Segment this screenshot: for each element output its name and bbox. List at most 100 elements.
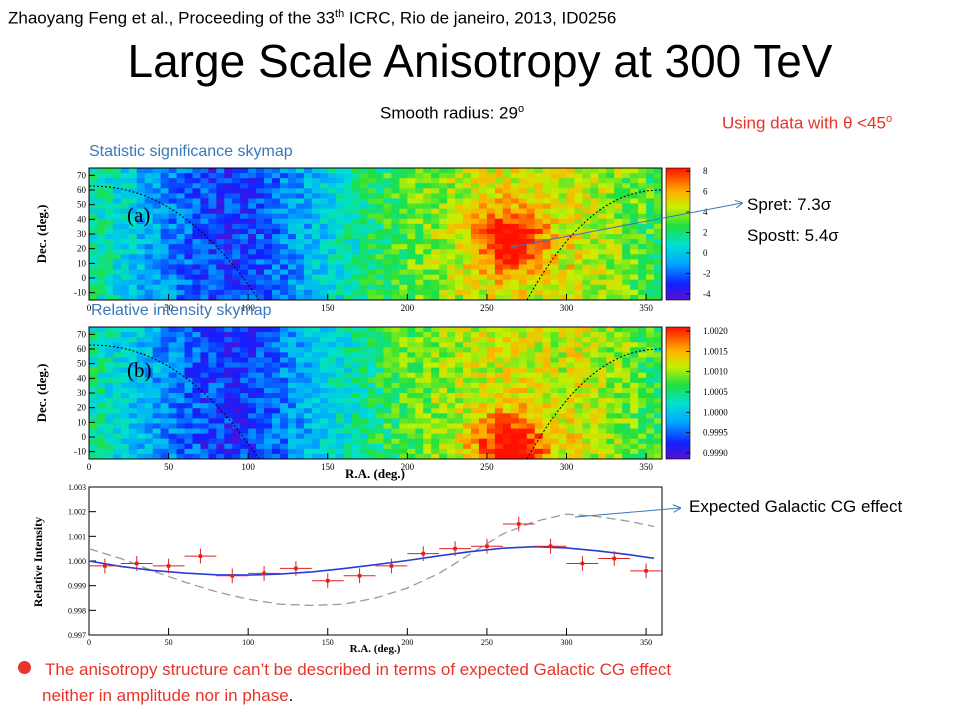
colorbar-tick-label: 1.0005 (703, 387, 728, 397)
heatmap-cell (327, 223, 337, 230)
heatmap-cell (518, 269, 528, 276)
heatmap-cell (136, 178, 146, 184)
heatmap-cell (272, 249, 281, 255)
heatmap-cell (136, 208, 146, 215)
heatmap-cell (240, 269, 249, 276)
heatmap-cell (216, 259, 225, 265)
heatmap-cell (510, 342, 520, 348)
heatmap-cell (343, 198, 353, 204)
heatmap-cell (248, 443, 257, 450)
heatmap-cell (144, 433, 154, 440)
heatmap-cell (343, 228, 353, 235)
heatmap-cell (272, 342, 281, 348)
heatmap-cell (327, 413, 337, 419)
heatmap-cell (630, 433, 639, 440)
heatmap-cell (614, 362, 623, 369)
heatmap-cell (598, 438, 607, 445)
heatmap-cell (216, 249, 225, 255)
heatmap-cell (471, 168, 480, 174)
heatmap-cell (208, 203, 217, 210)
heatmap-cell (471, 198, 480, 204)
heatmap-cell (287, 203, 297, 210)
heatmap-cell (630, 327, 639, 333)
heatmap-cell (654, 259, 663, 265)
heatmap-cell (447, 347, 456, 353)
heatmap-cell (558, 438, 567, 445)
heatmap-cell (518, 178, 528, 184)
heatmap-cell (104, 418, 114, 424)
heatmap-cell (112, 453, 122, 460)
heatmap-cell (447, 403, 456, 409)
heatmap-cell (327, 269, 337, 276)
heatmap-cell (160, 413, 169, 419)
heatmap-cell (478, 448, 488, 455)
heatmap-cell (168, 203, 177, 210)
heatmap-cell (494, 408, 504, 414)
heatmap-cell (128, 239, 138, 245)
heatmap-cell (208, 403, 217, 409)
heatmap-cell (606, 387, 615, 394)
heatmap-cell (638, 208, 647, 215)
heatmap-cell (614, 173, 623, 179)
heatmap-cell (359, 332, 368, 338)
heatmap-cell (455, 327, 464, 333)
heatmap-cell (224, 382, 233, 389)
heatmap-cell (287, 438, 297, 445)
heatmap-cell (232, 198, 241, 204)
heatmap-cell (240, 234, 249, 240)
heatmap-cell (144, 398, 154, 404)
heatmap-cell (391, 173, 400, 179)
heatmap-cell (224, 448, 233, 455)
heatmap-cell (367, 284, 376, 291)
heatmap-cell (415, 269, 424, 276)
heatmap-cell (431, 259, 440, 265)
heatmap-cell (208, 423, 217, 429)
heatmap-cell (359, 408, 368, 414)
heatmap-cell (542, 188, 551, 194)
heatmap-cell (280, 372, 289, 379)
heatmap-cell (630, 289, 639, 296)
heatmap-cell (144, 234, 154, 240)
heatmap-cell (144, 448, 154, 455)
heatmap-cell (112, 213, 122, 220)
heatmap-cell (534, 433, 544, 440)
heatmap-cell (120, 254, 130, 260)
heatmap-cell (248, 198, 257, 204)
heatmap-cell (287, 294, 297, 301)
heatmap-cell (375, 213, 384, 220)
intensity-heatmap (89, 327, 663, 460)
heatmap-cell (200, 249, 209, 255)
heatmap-cell (256, 173, 265, 179)
heatmap-cell (264, 362, 273, 369)
heatmap-cell (208, 398, 217, 404)
heatmap-cell (391, 428, 400, 435)
heatmap-cell (128, 403, 138, 409)
heatmap-cell (240, 372, 249, 379)
heatmap-cell (176, 168, 185, 174)
heatmap-cell (423, 228, 432, 235)
heatmap-cell (423, 418, 432, 424)
heatmap-cell (303, 352, 313, 358)
heatmap-cell (280, 188, 289, 194)
heatmap-cell (534, 168, 544, 174)
heatmap-cell (478, 433, 488, 440)
heatmap-cell (335, 178, 345, 184)
heatmap-cell (264, 228, 273, 235)
heatmap-cell (638, 372, 647, 379)
colorbar-tick-label: 0 (703, 248, 708, 258)
heatmap-cell (558, 398, 567, 404)
heatmap-cell (104, 377, 114, 384)
y-tick-label: 1.002 (68, 508, 86, 517)
heatmap-cell (574, 249, 583, 255)
heatmap-cell (216, 438, 225, 445)
heatmap-cell (542, 183, 551, 189)
x-tick-label: 350 (640, 638, 652, 647)
heatmap-cell (423, 178, 432, 184)
heatmap-cell (391, 264, 400, 270)
heatmap-cell (582, 254, 591, 260)
heatmap-cell (391, 433, 400, 440)
heatmap-cell (359, 249, 368, 255)
heatmap-cell (295, 337, 305, 343)
heatmap-cell (455, 438, 464, 445)
heatmap-cell (287, 418, 297, 424)
